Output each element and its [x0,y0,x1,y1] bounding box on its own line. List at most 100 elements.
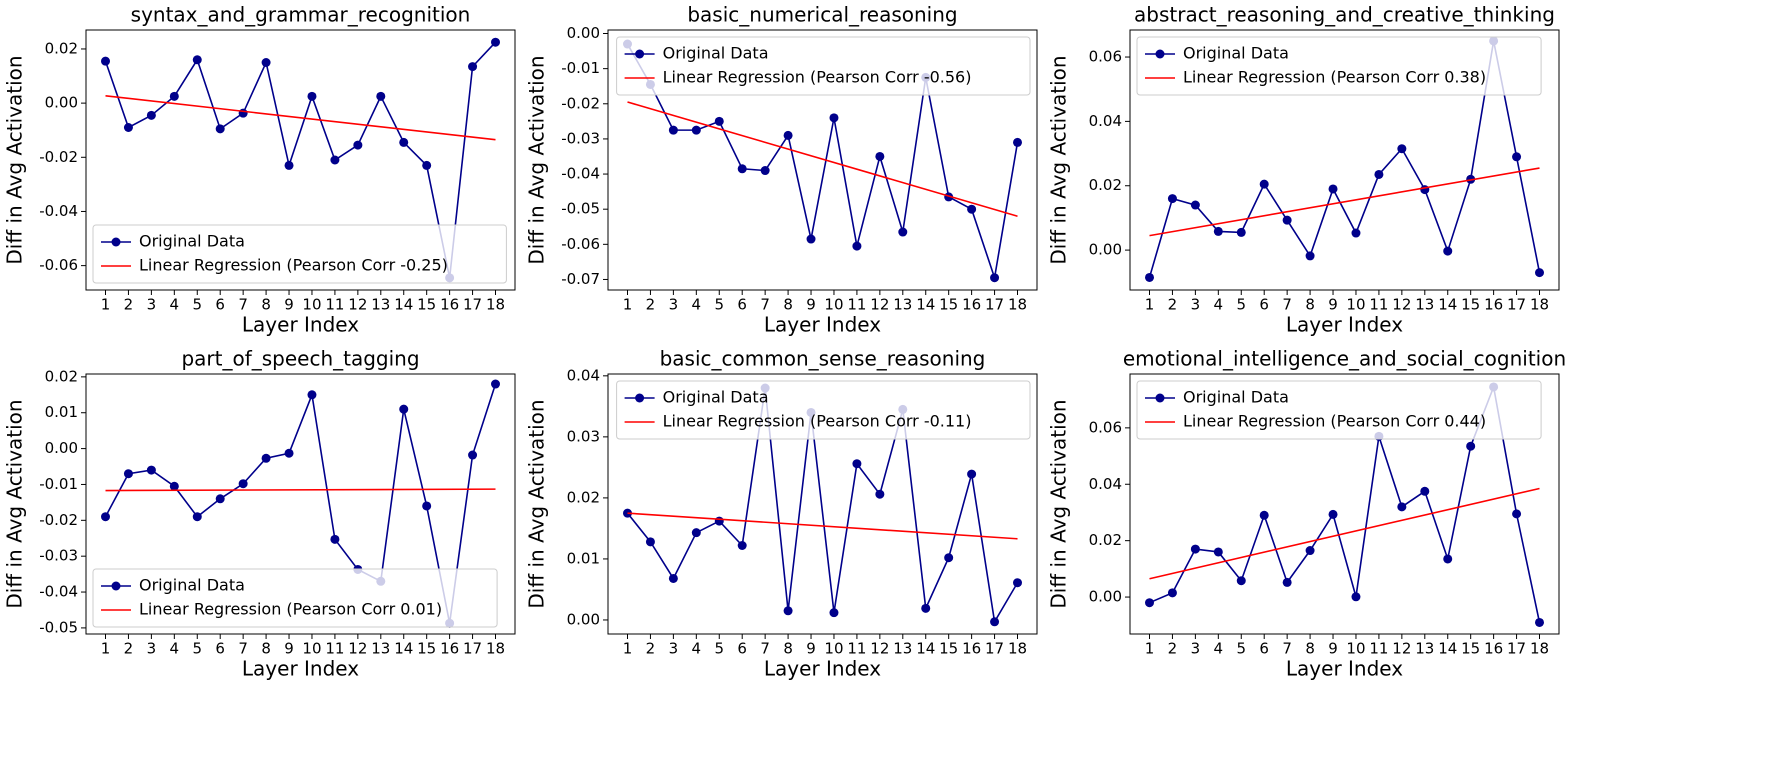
data-point [1512,152,1522,162]
x-tick-label: 4 [170,296,180,314]
y-axis-label: Diff in Avg Activation [525,55,549,264]
legend: Original Data Linear Regression (Pearson … [1136,36,1542,96]
x-tick-label: 16 [1484,296,1503,314]
x-tick-label: 1 [623,640,633,658]
x-tick-label: 6 [1259,640,1269,658]
x-tick-label: 13 [1415,640,1434,658]
y-tick-label: -0.04 [39,202,78,220]
x-tick-label: 10 [1346,296,1365,314]
x-tick-label: 9 [284,640,294,658]
data-point [1397,502,1407,512]
data-point [691,528,701,538]
x-tick-label: 7 [238,296,248,314]
subplot: syntax_and_grammar_recognition Layer Inde… [3,3,516,337]
data-point [123,469,133,479]
x-tick-label: 8 [261,640,271,658]
legend-marker [635,49,645,59]
x-tick-label: 16 [962,640,981,658]
x-tick-label: 15 [417,296,436,314]
y-tick-label: -0.02 [561,94,600,112]
y-tick-label: 0.01 [45,403,78,421]
data-point [668,573,678,583]
data-point [1013,578,1022,588]
x-tick-label: 15 [417,640,436,658]
legend: Original Data Linear Regression (Pearson … [616,36,1031,96]
y-tick-label: 0.02 [1089,176,1122,194]
x-tick-label: 8 [261,296,271,314]
y-tick-label: -0.05 [561,200,600,218]
data-point [990,617,1000,627]
data-point [1397,144,1407,154]
x-tick-label: 7 [1282,640,1292,658]
data-point [1351,592,1361,602]
series-line [105,488,496,492]
x-tick-label: 12 [870,296,889,314]
data-point [714,516,724,526]
x-tick-label: 4 [1214,296,1224,314]
x-tick-label: 16 [440,640,459,658]
x-tick-label: 8 [1305,296,1315,314]
y-tick-label: 0.00 [45,439,78,457]
x-tick-label: 17 [463,296,482,314]
data-point [261,453,271,463]
data-point [898,227,908,237]
data-point [967,204,977,214]
x-tick-label: 5 [1236,640,1246,658]
x-tick-label: 17 [1507,640,1526,658]
data-point [852,241,862,251]
data-point [645,537,655,547]
data-point [146,465,156,475]
x-tick-label: 5 [192,296,202,314]
y-tick-label: 0.04 [567,366,600,384]
y-tick-label: 0.00 [567,24,600,42]
data-point [1259,510,1269,520]
x-tick-label: 10 [302,296,321,314]
x-tick-label: 15 [939,296,958,314]
data-point [101,56,110,66]
data-point [215,494,225,504]
x-tick-label: 6 [215,640,225,658]
legend-label: Linear Regression (Pearson Corr 0.44) [1183,412,1486,431]
subplot-title: basic_common_sense_reasoning [660,347,986,371]
y-axis-label: Diff in Avg Activation [525,399,549,608]
data-point [1145,598,1154,608]
x-tick-label: 3 [669,640,679,658]
data-point [422,160,432,170]
x-tick-label: 11 [847,296,866,314]
y-tick-label: -0.01 [39,475,78,493]
data-point [1443,246,1453,256]
y-tick-label: 0.03 [567,427,600,445]
x-tick-label: 10 [824,296,843,314]
x-tick-label: 14 [394,640,413,658]
x-tick-label: 3 [147,640,157,658]
x-axis-label: Layer Index [242,657,359,681]
data-point [468,450,478,460]
x-tick-label: 14 [1438,296,1457,314]
data-point [192,55,202,65]
data-point [238,479,248,489]
x-axis-label: Layer Index [1286,313,1403,337]
data-point [1213,547,1223,557]
data-point [829,608,839,618]
data-point [1167,194,1177,204]
legend-box [1136,380,1542,440]
legend-label: Original Data [139,232,245,251]
x-tick-label: 4 [170,640,180,658]
legend: Original Data Linear Regression (Pearson … [92,224,507,284]
series-line [1149,167,1540,237]
x-tick-label: 7 [760,640,770,658]
y-tick-label: -0.07 [561,270,600,288]
data-point [1305,251,1315,261]
data-point [353,140,363,150]
plot-area [1145,36,1544,282]
x-tick-label: 7 [1282,296,1292,314]
legend-label: Linear Regression (Pearson Corr 0.01) [139,600,442,619]
x-tick-label: 9 [806,296,816,314]
series-line [626,387,1019,625]
y-axis-label: Diff in Avg Activation [3,55,27,264]
data-point [1190,200,1200,210]
legend-box [1136,36,1542,96]
x-tick-label: 2 [124,640,134,658]
x-tick-label: 3 [1191,640,1201,658]
x-tick-label: 11 [1369,296,1388,314]
